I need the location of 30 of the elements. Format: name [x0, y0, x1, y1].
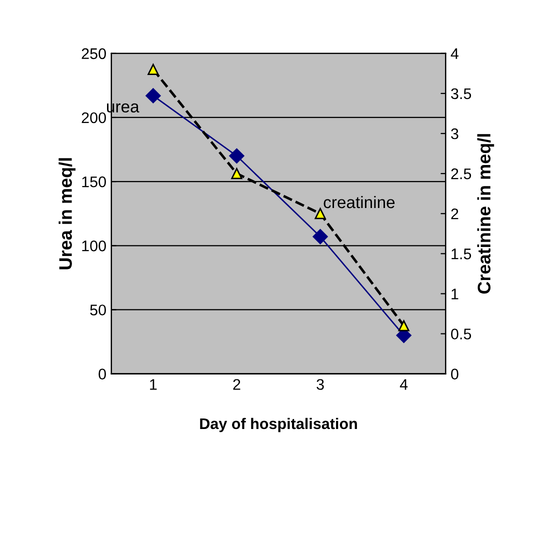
y-tick-label: 100: [82, 240, 106, 252]
point: [312, 229, 328, 244]
y2-tick-label: 3.5: [451, 88, 472, 100]
y2-tick-label: 0: [451, 368, 458, 380]
y-tick-label: 50: [90, 304, 106, 316]
x-tick-label: 1: [150, 379, 157, 390]
y-tick-label: 0: [98, 368, 106, 380]
y2-tick-label: 1.5: [452, 248, 472, 260]
y2-tick-label: 2: [451, 208, 458, 220]
point: [148, 64, 159, 75]
y2-tick-label: 3: [451, 128, 458, 140]
point: [398, 320, 410, 332]
y2-tick-label: 4: [450, 48, 459, 59]
y2-tick-label: 1: [452, 288, 458, 300]
x-axis-title: Day of hospitalisation: [200, 418, 357, 432]
point: [229, 148, 244, 164]
point: [231, 168, 242, 180]
x-tick-label: 4: [400, 379, 408, 390]
point: [146, 88, 161, 104]
y2-tick-label: 0.5: [451, 328, 472, 340]
y-tick-label: 250: [82, 48, 106, 60]
series-label: creatinine: [324, 196, 395, 208]
x-tick-label: 3: [316, 379, 324, 390]
y-tick-label: 150: [82, 176, 106, 188]
y-tick-label: 200: [82, 112, 106, 124]
y2-tick-label: 2.5: [451, 168, 472, 180]
point: [314, 208, 326, 220]
y-axis-title: Urea in meq/l: [58, 158, 76, 270]
x-tick-label: 2: [233, 379, 240, 390]
y2-axis-title: Creatinine in meq/l: [477, 134, 494, 294]
